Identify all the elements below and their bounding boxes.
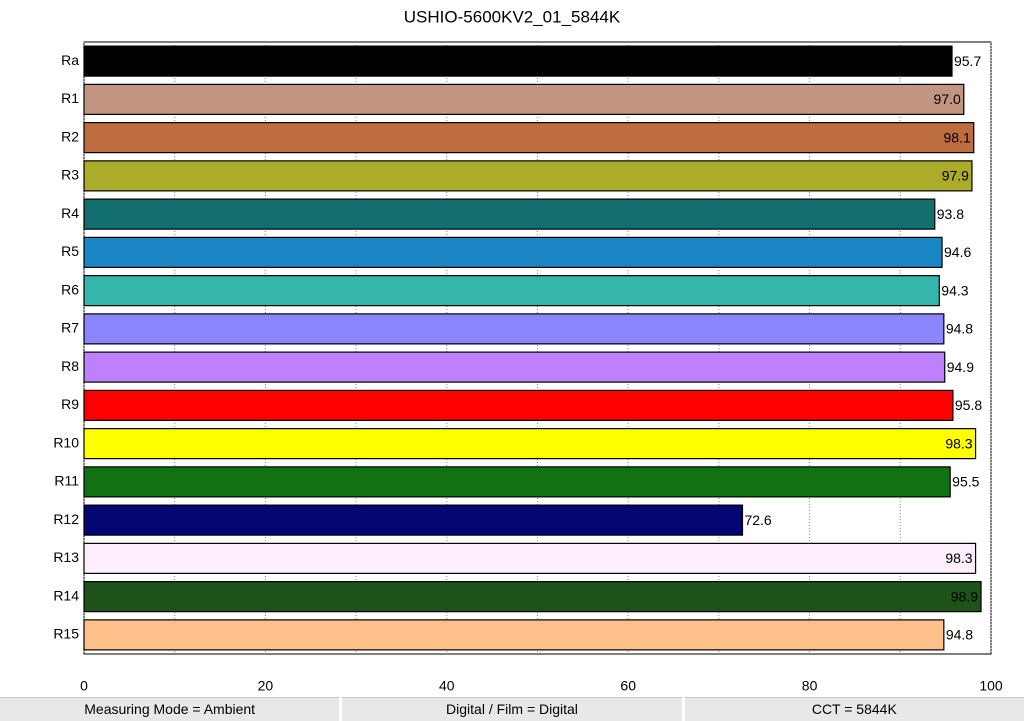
value-label: 94.8 [946,321,973,337]
bar [83,351,946,383]
y-tick-label: R9 [61,396,79,412]
bar [83,466,951,498]
value-label: 94.3 [941,282,968,298]
value-label: 97.9 [942,168,969,184]
x-tick-label: 60 [620,678,636,694]
bar [83,313,945,345]
y-tick-label: R11 [54,473,79,489]
status-item: CCT = 5844K [684,697,1024,721]
bar [83,45,953,77]
value-label: 94.8 [946,627,973,643]
y-tick-label: R2 [61,128,79,144]
value-label: 72.6 [744,512,771,528]
y-tick-label: R15 [53,626,79,642]
chart-title: USHIO-5600KV2_01_5844K [404,7,621,26]
bar [83,619,945,651]
x-tick-label: 20 [258,678,274,694]
bar [83,581,982,613]
bar [83,542,977,574]
x-tick-label: 40 [439,678,455,694]
y-tick-label: R1 [61,90,79,106]
y-tick-label: R13 [53,549,79,565]
bar [83,236,943,268]
chart: USHIO-5600KV2_01_5844K 0 20 40 60 80 100 Ra 95.… [53,7,1003,694]
x-tick-label: 100 [979,678,1003,694]
value-label: 98.1 [944,129,971,145]
y-tick-label: R8 [61,358,79,374]
y-tick-label: R12 [53,511,79,527]
bar [83,275,940,307]
y-tick-label: R10 [53,434,79,450]
y-tick-label: R14 [53,587,79,603]
value-label: 94.6 [944,244,971,260]
bar [83,389,954,421]
value-label: 97.0 [934,91,961,107]
bar [83,83,965,115]
status-item: Measuring Mode = Ambient [0,697,340,721]
bar [83,504,744,536]
bar [83,122,975,154]
value-label: 98.3 [945,435,972,451]
y-tick-label: R6 [61,281,79,297]
y-tick-label: R4 [61,205,79,221]
bar [83,428,977,460]
x-tick-label: 0 [80,678,88,694]
status-bar: Measuring Mode = Ambient Digital / Film … [0,697,1024,721]
bar [83,160,973,192]
value-label: 95.5 [952,474,979,490]
status-item: Digital / Film = Digital [342,697,682,721]
value-label: 93.8 [937,206,964,222]
value-label: 95.7 [954,53,981,69]
y-tick-label: R5 [61,243,79,259]
y-tick-label: Ra [61,52,79,68]
y-tick-label: R7 [61,320,79,336]
value-label: 98.3 [945,550,972,566]
value-label: 95.8 [955,397,982,413]
y-tick-label: R3 [61,167,79,183]
value-label: 98.9 [951,588,978,604]
x-tick-label: 80 [802,678,818,694]
bar [83,198,936,230]
value-label: 94.9 [947,359,974,375]
